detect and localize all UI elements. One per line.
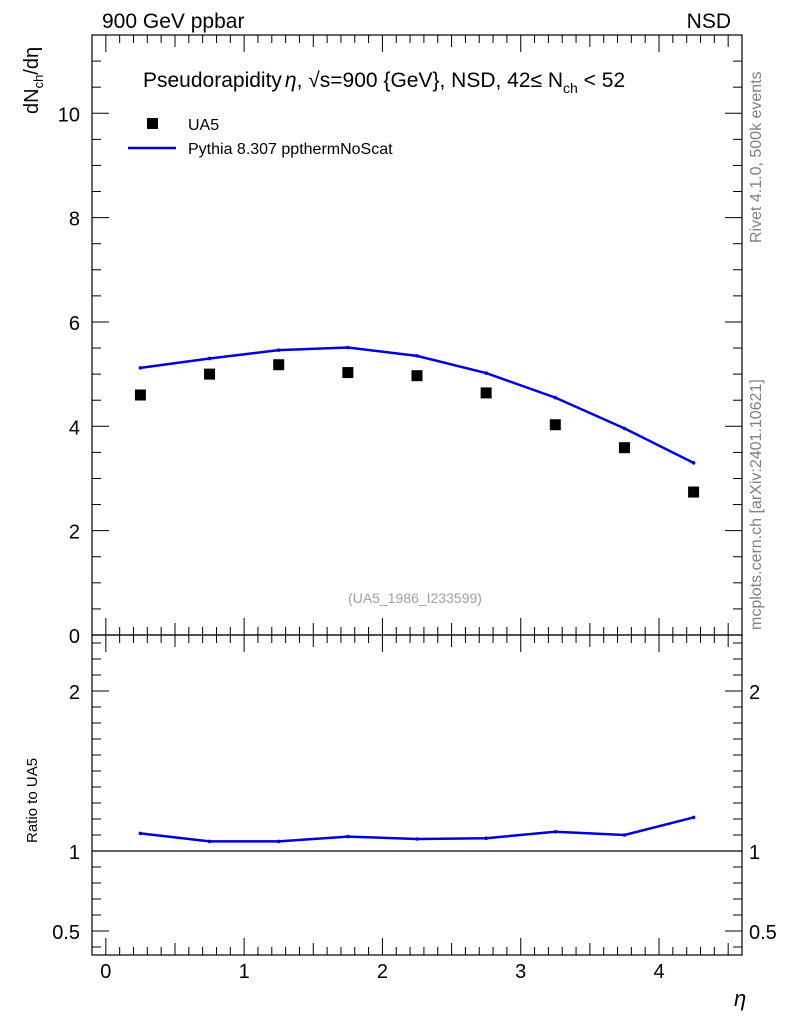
legend-ua5-label: UA5 — [188, 117, 219, 134]
rivet-version-label: Rivet 4.1.0, 500k events — [748, 71, 765, 243]
pythia-series-point — [346, 345, 350, 350]
ratio-series-point — [622, 833, 627, 837]
ratio-y-tick-label-left: 2 — [69, 682, 80, 704]
ratio-y-tick-label-right: 0.5 — [749, 922, 777, 944]
main-y-tick-label: 0 — [69, 626, 80, 648]
pythia-series-point — [553, 395, 558, 400]
x-tick-label: 0 — [100, 961, 111, 983]
ratio-series-point — [484, 836, 488, 840]
ua5-data-point — [688, 486, 700, 498]
ua5-data-point — [134, 389, 146, 401]
ua5-data-point — [273, 359, 285, 371]
ua5-data-point — [342, 367, 354, 379]
ratio-y-tick-label-left: 0.5 — [52, 922, 80, 944]
ua5-data-point — [204, 368, 216, 380]
ratio-series-point — [415, 837, 419, 841]
x-tick-label: 1 — [239, 961, 250, 983]
legend-pythia-label: Pythia 8.307 ppthermNoScat — [188, 141, 393, 158]
ua5-data-point — [618, 442, 630, 454]
ratio-y-axis-label: Ratio to UA5 — [24, 758, 41, 843]
ratio-series-point — [691, 815, 696, 820]
mcplots-label: mcplots.cern.ch [arXiv:2401.10621] — [748, 379, 765, 630]
main-y-tick-label: 4 — [69, 417, 80, 439]
main-y-tick-label: 8 — [69, 209, 80, 231]
pythia-series-point — [276, 348, 281, 352]
ratio-series-point — [346, 834, 350, 839]
pythia-series-line — [140, 346, 695, 464]
ratio-series-point — [207, 839, 212, 844]
pythia-series-point — [622, 426, 627, 431]
reference-id-label: (UA5_1986_I233599) — [348, 590, 482, 606]
main-y-axis-label: dNch/dη — [21, 47, 46, 114]
header-right: NSD — [687, 10, 731, 33]
pythia-series-point — [691, 461, 696, 465]
ratio-series-point — [138, 831, 143, 836]
ratio-plot-frame — [91, 634, 743, 956]
ratio-y-tick-label-left: 1 — [69, 842, 80, 864]
x-tick-label: 2 — [377, 961, 388, 983]
pythia-series-point — [138, 366, 143, 370]
plot-title: Pseudorapidity η, √s=900 {GeV}, NSD, 42≤ … — [143, 69, 625, 96]
ratio-series-point — [276, 839, 281, 844]
ratio-series-point — [553, 830, 558, 834]
x-tick-label: 3 — [515, 961, 526, 983]
pythia-series-point — [484, 371, 488, 375]
main-y-tick-label: 6 — [69, 313, 80, 335]
ratio-y-tick-label-right: 1 — [749, 842, 760, 864]
main-y-tick-label: 10 — [58, 104, 80, 126]
header-left: 900 GeV ppbar — [102, 10, 244, 33]
ua5-data-point — [411, 370, 423, 382]
ratio-y-tick-label-right: 2 — [749, 682, 760, 704]
ua5-data-point — [549, 419, 561, 431]
legend-ua5-marker — [147, 118, 158, 129]
x-axis-label: η — [734, 986, 746, 1011]
pythia-series-point — [207, 356, 212, 361]
ua5-data-point — [480, 387, 492, 399]
pythia-series-point — [415, 354, 419, 358]
x-tick-label: 4 — [653, 961, 664, 983]
main-y-tick-label: 2 — [69, 522, 80, 544]
